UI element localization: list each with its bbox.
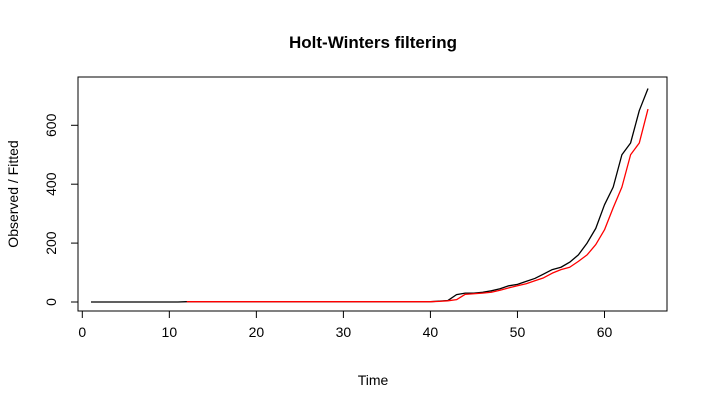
- plot-frame: [77, 76, 668, 312]
- y-tick-label: 200: [43, 231, 59, 255]
- series-layer: [91, 88, 649, 303]
- y-tick-label: 400: [43, 172, 59, 196]
- x-tick-label: 50: [510, 324, 526, 340]
- x-axis: 0 10 20 30 40 50 60: [78, 310, 613, 340]
- y-axis: 0 200 400 600: [43, 113, 79, 306]
- y-tick-label: 600: [43, 113, 59, 137]
- y-tick-label: 0: [43, 298, 59, 306]
- x-tick-label: 0: [78, 324, 86, 340]
- x-tick-label: 30: [336, 324, 352, 340]
- x-axis-title: Time: [358, 372, 389, 388]
- x-tick-label: 10: [162, 324, 178, 340]
- x-tick-label: 40: [423, 324, 439, 340]
- series-line-red: [186, 108, 649, 303]
- series-line-black: [91, 88, 649, 303]
- chart-title: Holt-Winters filtering: [289, 33, 457, 52]
- x-tick-label: 60: [597, 324, 613, 340]
- x-tick-label: 20: [249, 324, 265, 340]
- y-axis-title: Observed / Fitted: [5, 140, 21, 247]
